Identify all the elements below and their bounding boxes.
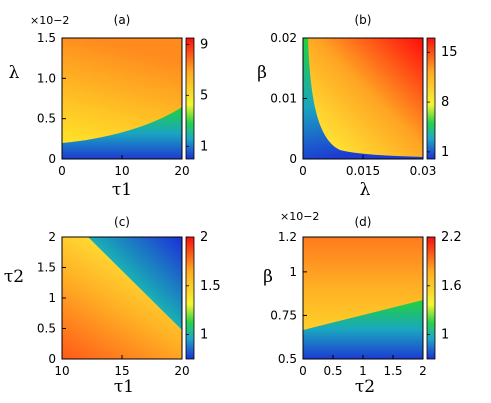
panel-c-ytick-label: 1	[48, 291, 56, 305]
panel-b-colorbar-tick-label: 15	[441, 45, 458, 60]
panel-d-y-multiplier: ×10−2	[280, 210, 319, 223]
panel-d-ylabel: β	[263, 267, 273, 287]
panel-a-ytick-label: 1.5	[37, 31, 56, 45]
panel-c-xtick-label: 10	[54, 364, 69, 378]
panel-b-xtick-label: 0.03	[410, 164, 437, 178]
panel-d-colorbar-tick-label: 2.2	[441, 230, 462, 245]
panel-c-ytick-label: 1.5	[37, 261, 56, 275]
panel-b-title: (b)	[355, 13, 372, 27]
panel-d-xtick-label: 1.5	[383, 364, 402, 378]
panel-a: (a) ×10−2 0 10 20 0 0.5 1.0 1.5 1 5 9 τ1 λ	[9, 13, 209, 200]
panel-a-xlabel: τ1	[112, 180, 132, 200]
panel-d-xtick-label: 0.5	[323, 364, 342, 378]
panel-d-colorbar	[426, 236, 436, 360]
panel-a-colorbar-tick-label: 9	[200, 37, 208, 52]
panel-d-xtick-label: 1	[359, 364, 367, 378]
panel-a-ytick-label: 0.5	[37, 112, 56, 126]
panel-d-colorbar-tick-label: 1.6	[441, 279, 462, 294]
panel-b-ytick-label: 0.01	[270, 92, 297, 106]
panel-a-xtick-label: 20	[174, 164, 189, 178]
panel-c-ytick-label: 0	[48, 352, 56, 366]
panel-b-ytick-label: 0	[289, 152, 297, 166]
panel-c-ylabel: τ2	[4, 267, 24, 287]
panel-c-colorbar-tick-label: 1.5	[200, 279, 221, 294]
panel-a-ylabel: λ	[9, 63, 20, 83]
panel-b-ytick-label: 0.02	[270, 31, 297, 45]
panel-c-ytick-label: 0.5	[37, 322, 56, 336]
panel-c-xlabel: τ1	[114, 377, 134, 397]
panel-c: (c) 10 15 20 0 0.5 1 1.5 2 1 1.5 2 τ1 τ2	[4, 215, 221, 397]
panel-d-ytick-label: 1	[289, 265, 297, 279]
panel-a-ytick-label: 0	[48, 152, 56, 166]
panel-d-heatmap	[303, 237, 423, 359]
panel-d-colorbar-tick-label: 1	[441, 328, 449, 343]
panel-b-colorbar-tick-label: 1	[441, 145, 449, 160]
panel-a-title: (a)	[114, 13, 131, 27]
panel-d-ytick-label: 0.5	[278, 352, 297, 366]
panel-c-colorbar	[185, 236, 195, 360]
panel-a-colorbar	[185, 37, 195, 160]
panel-a-colorbar-tick-label: 5	[200, 88, 208, 103]
panel-a-ytick-label: 1.0	[37, 71, 56, 85]
panel-a-colorbar-tick-label: 1	[200, 139, 208, 154]
panel-b-colorbar-tick-label: 8	[441, 95, 449, 110]
panel-c-xtick-label: 15	[114, 364, 129, 378]
panel-c-ytick-label: 2	[48, 230, 56, 244]
panel-d-ytick-label: 1.2	[278, 230, 297, 244]
panel-b-xtick-label: 0	[299, 164, 307, 178]
panel-b-colorbar	[426, 37, 436, 160]
panel-b-heatmap	[303, 38, 423, 159]
panel-d-ytick-label: 0.75	[270, 308, 297, 322]
panel-a-xtick-label: 10	[114, 164, 129, 178]
panel-b-xlabel: λ	[360, 180, 371, 200]
panel-d-xtick-label: 0	[299, 364, 307, 378]
panel-d-xtick-label: 2	[419, 364, 427, 378]
panel-c-xtick-label: 20	[174, 364, 189, 378]
panel-a-y-multiplier: ×10−2	[30, 14, 69, 27]
panel-b-ylabel: β	[257, 63, 267, 83]
panel-c-heatmap	[62, 237, 182, 359]
panel-a-heatmap	[62, 38, 182, 159]
panel-d-xlabel: τ2	[355, 377, 375, 397]
panel-c-colorbar-tick-label: 2	[200, 230, 208, 245]
panel-a-xtick-label: 0	[58, 164, 66, 178]
panel-d-title: (d)	[355, 215, 372, 229]
panel-b: (b) 0 0.015 0.03 0 0.01 0.02 1 8 15 λ β	[257, 13, 457, 200]
panel-c-colorbar-tick-label: 1	[200, 328, 208, 343]
panel-b-xtick-label: 0.015	[346, 164, 380, 178]
panel-c-title: (c)	[114, 215, 130, 229]
